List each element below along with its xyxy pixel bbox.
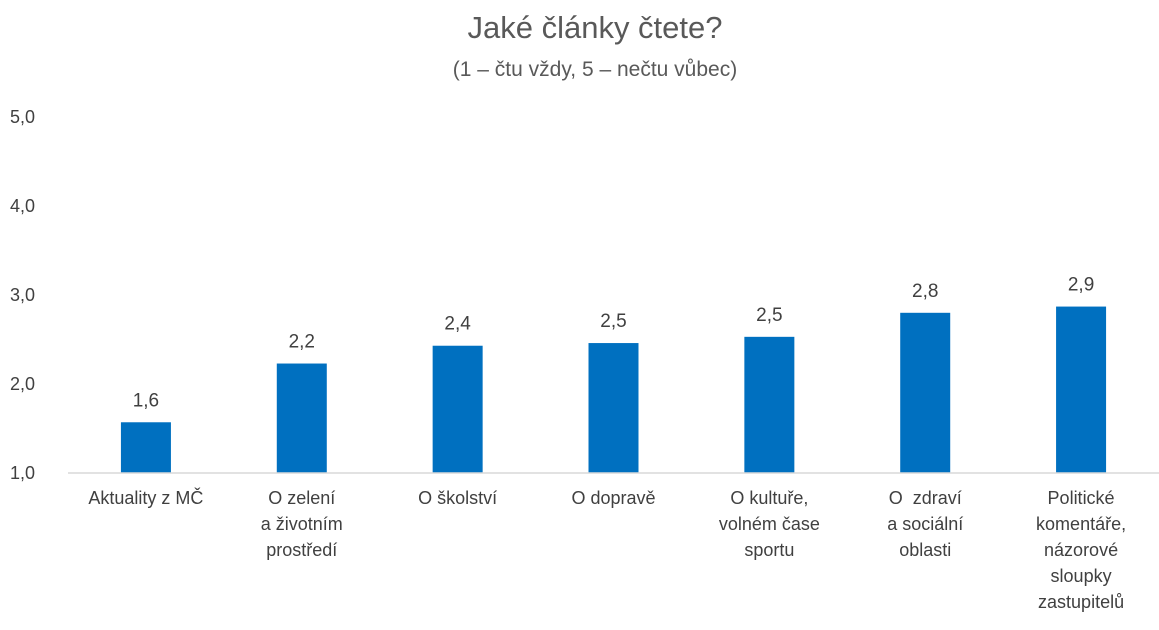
x-tick-label: O kultuře, (730, 488, 808, 508)
x-tick-label: sloupky (1051, 566, 1112, 586)
x-tick-label: názorové (1044, 540, 1118, 560)
data-label: 1,6 (133, 390, 159, 411)
y-tick-label: 1,0 (10, 463, 35, 483)
data-label: 2,5 (756, 305, 782, 326)
chart-title: Jaké články čtete? (467, 10, 723, 45)
data-label: 2,8 (912, 281, 938, 302)
chart-subtitle: (1 – čtu vždy, 5 – nečtu vůbec) (452, 58, 738, 81)
bar (276, 363, 327, 473)
bar (744, 336, 795, 473)
x-tick-label: volném čase (719, 514, 820, 534)
x-tick-label: O zdraví (889, 488, 962, 508)
x-tick-label: zastupitelů (1038, 592, 1124, 612)
bar (432, 345, 483, 473)
data-label: 2,4 (444, 314, 471, 335)
y-tick-label: 5,0 (10, 107, 35, 127)
bar (1056, 306, 1107, 473)
x-tick-label: a životním (261, 514, 343, 534)
x-tick-label: prostředí (266, 540, 337, 560)
x-tick-label: oblasti (899, 540, 951, 560)
x-tick-label: sportu (744, 540, 794, 560)
data-label: 2,2 (289, 332, 315, 353)
x-tick-label: a sociální (887, 514, 963, 534)
bar (588, 343, 639, 473)
x-tick-label: O zelení (268, 488, 335, 508)
x-tick-label: O školství (418, 488, 497, 508)
y-tick-label: 3,0 (10, 285, 35, 305)
x-tick-label: O dopravě (571, 488, 655, 508)
x-tick-label: Politické (1048, 488, 1115, 508)
y-tick-label: 4,0 (10, 196, 35, 216)
y-tick-label: 2,0 (10, 374, 35, 394)
data-label: 2,5 (600, 311, 626, 332)
x-tick-label: Aktuality z MČ (88, 487, 203, 508)
bar (900, 312, 951, 473)
bar (120, 422, 171, 473)
data-label: 2,9 (1068, 275, 1094, 296)
x-tick-label: komentáře, (1036, 514, 1126, 534)
